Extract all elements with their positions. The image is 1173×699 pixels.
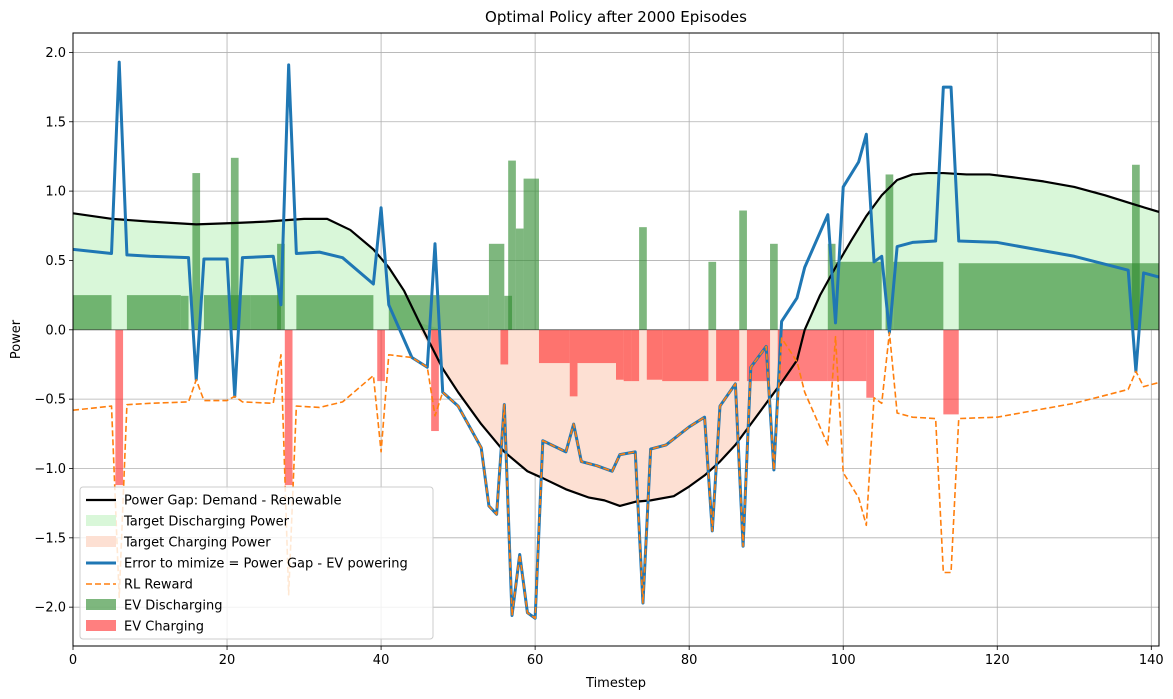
y-tick-label: 1.5 <box>45 115 66 130</box>
x-tick-label: 100 <box>831 653 856 668</box>
axes-frame <box>72 32 1160 647</box>
ev-discharging-bar <box>73 295 112 330</box>
ev-charging-bar <box>943 329 959 415</box>
ev-discharging-bar <box>523 178 539 330</box>
legend-label: Target Discharging Power <box>123 515 290 530</box>
ev-discharging-bar <box>203 295 251 330</box>
ev-charging-bar <box>616 329 624 380</box>
ev-discharging-bar <box>250 295 281 330</box>
x-tick-label: 0 <box>69 653 77 668</box>
chart-title: Optimal Policy after 2000 Episodes <box>485 8 747 26</box>
ev-discharging-bar <box>296 295 374 330</box>
y-tick-label: −1.0 <box>34 462 66 477</box>
x-tick-label: 80 <box>681 653 698 668</box>
legend-label: Power Gap: Demand - Renewable <box>124 494 341 509</box>
legend-swatch <box>86 536 116 547</box>
legend-swatch <box>86 515 116 526</box>
y-tick-label: 0.5 <box>45 254 66 269</box>
ev-discharging-bar <box>230 157 239 330</box>
ev-discharging-bar <box>515 228 524 330</box>
ev-charging-bar <box>538 329 570 364</box>
x-axis-label: Timestep <box>585 676 646 691</box>
ev-discharging-bar <box>126 295 181 330</box>
legend-swatch <box>86 599 116 610</box>
ev-charging-bar <box>716 329 740 382</box>
y-tick-label: 1.0 <box>45 185 66 200</box>
legend-label: EV Discharging <box>124 599 222 614</box>
ev-discharging-bar <box>192 173 201 330</box>
ev-discharging-bar <box>508 160 516 330</box>
target-charging-area <box>73 329 1159 506</box>
legend: Power Gap: Demand - Renewable Target Disc… <box>79 486 434 640</box>
ev-discharging-bar <box>770 243 778 330</box>
ev-charging-bar <box>646 329 663 380</box>
x-tick-label: 120 <box>985 653 1010 668</box>
ev-charging-bar <box>577 329 616 364</box>
y-tick-label: 0.0 <box>45 323 66 338</box>
ev-discharging-bar <box>835 261 882 330</box>
y-tick-label: −2.0 <box>34 601 66 616</box>
ev-discharging-bar <box>958 263 1159 330</box>
x-tick-label: 20 <box>219 653 236 668</box>
ev-charging-bar <box>115 329 124 486</box>
ev-discharging-bar <box>893 261 944 330</box>
legend-label: EV Charging <box>124 620 204 635</box>
ev-charging-bar <box>866 329 875 398</box>
axis-ticks: 0 20 40 60 80 100 120 140 −2.0 −1.5 −1.0 −0.5 0.0 0.5… <box>34 46 1163 668</box>
ev-charging-bar <box>377 329 385 382</box>
x-tick-label: 60 <box>527 653 544 668</box>
x-tick-label: 140 <box>1139 653 1164 668</box>
ev-charging-bar <box>500 329 509 365</box>
y-tick-label: −1.5 <box>34 531 66 546</box>
ev-charging-bar <box>569 329 578 397</box>
ev-charging-bar <box>623 329 632 382</box>
ev-discharging-bar <box>885 174 894 330</box>
legend-label: Target Charging Power <box>123 536 271 551</box>
ev-discharging-bar <box>180 295 189 330</box>
ev-charging-bar <box>431 329 439 432</box>
ev-charging-bar <box>631 329 640 382</box>
legend-label: Error to mimize = Power Gap - EV powerin… <box>124 557 408 572</box>
y-tick-label: −0.5 <box>34 393 66 408</box>
ev-discharging-bar <box>639 227 647 330</box>
legend-label: RL Reward <box>124 578 193 593</box>
power-gap-line <box>73 171 1159 508</box>
ev-discharging-bar <box>488 243 505 330</box>
legend-swatch <box>86 620 116 631</box>
ev-charging-bar <box>662 329 709 382</box>
ev-charging-bar <box>284 329 293 486</box>
ev-discharging-bar <box>708 261 717 330</box>
x-tick-label: 40 <box>373 653 390 668</box>
ev-discharging-bar <box>1132 164 1140 330</box>
y-axis-label: Power <box>9 319 24 359</box>
plot-area <box>73 60 1159 620</box>
legend-box <box>79 486 434 640</box>
y-tick-label: 2.0 <box>45 46 66 61</box>
ev-discharging-bar <box>739 210 747 330</box>
